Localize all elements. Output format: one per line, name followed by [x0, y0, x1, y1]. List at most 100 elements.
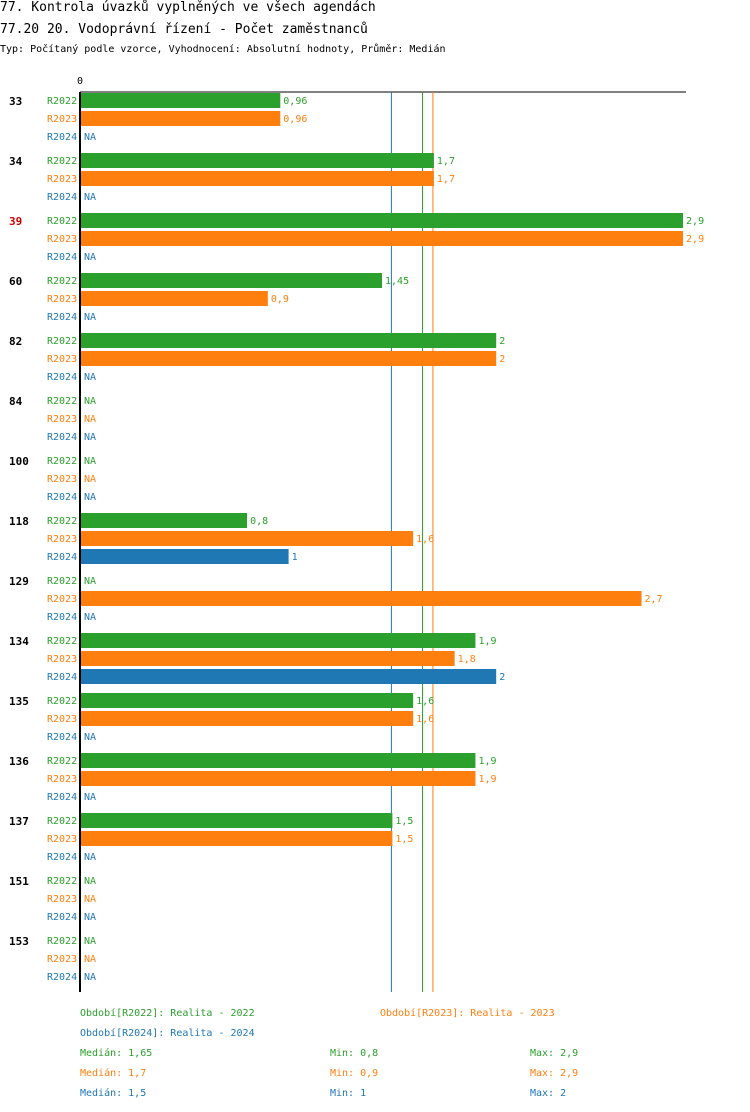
chart-title: 77. Kontrola úvazků vyplněných ve všech …: [0, 0, 376, 15]
series-label: R2023: [47, 114, 77, 125]
bar: [81, 333, 497, 348]
series-label: R2024: [47, 612, 77, 623]
bar: [81, 651, 455, 666]
data-label: 1,6: [416, 696, 434, 707]
data-label: NA: [84, 792, 96, 803]
series-label: R2022: [47, 276, 77, 287]
series-label: R2022: [47, 396, 77, 407]
data-label: NA: [84, 474, 96, 485]
data-label: NA: [84, 576, 96, 587]
series-label: R2022: [47, 756, 77, 767]
legend-r2023: Období[R2023]: Realita - 2023: [380, 1008, 555, 1019]
bar: [81, 711, 414, 726]
series-label: R2022: [47, 696, 77, 707]
data-label: NA: [84, 876, 96, 887]
data-label: NA: [84, 936, 96, 947]
stat-median-r2024: Medián: 1,5: [80, 1088, 147, 1099]
data-label: NA: [84, 612, 96, 623]
stat-min-r2022: Min: 0,8: [330, 1048, 379, 1059]
category-label: 33: [9, 95, 22, 108]
category-label: 84: [9, 395, 23, 408]
data-label: NA: [84, 972, 96, 983]
series-label: R2024: [47, 972, 77, 983]
series-label: R2022: [47, 936, 77, 947]
data-label: NA: [84, 432, 96, 443]
data-label: NA: [84, 372, 96, 383]
series-label: R2023: [47, 954, 77, 965]
data-label: NA: [84, 732, 96, 743]
data-label: 1,7: [437, 174, 455, 185]
data-label: 2: [499, 354, 505, 365]
series-label: R2022: [47, 156, 77, 167]
data-label: 1,8: [458, 654, 476, 665]
series-label: R2022: [47, 456, 77, 467]
series-label: R2024: [47, 492, 77, 503]
series-label: R2022: [47, 636, 77, 647]
data-label: NA: [84, 456, 96, 467]
series-label: R2024: [47, 312, 77, 323]
series-label: R2022: [47, 576, 77, 587]
category-label: 118: [9, 515, 29, 528]
series-label: R2023: [47, 414, 77, 425]
data-label: NA: [84, 132, 96, 143]
data-label: 2,7: [645, 594, 663, 605]
series-label: R2023: [47, 654, 77, 665]
bar: [81, 531, 414, 546]
data-label: NA: [84, 954, 96, 965]
series-label: R2024: [47, 132, 77, 143]
series-label: R2022: [47, 516, 77, 527]
bar: [81, 231, 684, 246]
series-label: R2024: [47, 732, 77, 743]
category-label: 134: [9, 635, 29, 648]
legend-r2024: Období[R2024]: Realita - 2024: [80, 1028, 255, 1039]
data-label: 1,5: [395, 816, 413, 827]
series-label: R2022: [47, 816, 77, 827]
bar: [81, 513, 248, 528]
data-label: 1,6: [416, 534, 434, 545]
chart-subtitle-title: 77.20 20. Vodoprávní řízení - Počet zamě…: [0, 22, 368, 37]
series-label: R2024: [47, 372, 77, 383]
series-label: R2023: [47, 894, 77, 905]
category-label: 153: [9, 935, 29, 948]
series-label: R2022: [47, 216, 77, 227]
series-label: R2024: [47, 672, 77, 683]
data-label: NA: [84, 396, 96, 407]
category-label: 136: [9, 755, 29, 768]
bar-chart: 0 33 R2022 0,96 R2023 0,96 R2024 NA 34 R2022 1,7 R2…: [9, 76, 704, 992]
series-label: R2024: [47, 432, 77, 443]
legend-r2022: Období[R2022]: Realita - 2022: [80, 1008, 255, 1019]
series-label: R2023: [47, 594, 77, 605]
bar: [81, 153, 434, 168]
data-label: 1,5: [395, 834, 413, 845]
series-label: R2023: [47, 294, 77, 305]
stat-max-r2024: Max: 2: [530, 1088, 567, 1099]
data-label: 2: [499, 672, 505, 683]
series-label: R2023: [47, 354, 77, 365]
data-label: 1,6: [416, 714, 434, 725]
category-label: 39: [9, 215, 22, 228]
data-label: 1,45: [385, 276, 409, 287]
bar: [81, 633, 476, 648]
data-label: 1,9: [478, 636, 496, 647]
data-label: NA: [84, 414, 96, 425]
stat-max-r2023: Max: 2,9: [530, 1068, 579, 1079]
data-label: 1,7: [437, 156, 455, 167]
category-label: 151: [9, 875, 29, 888]
stat-min-r2024: Min: 1: [330, 1088, 367, 1099]
category-label: 137: [9, 815, 29, 828]
category-label: 82: [9, 335, 22, 348]
data-label: NA: [84, 912, 96, 923]
data-label: NA: [84, 852, 96, 863]
bar: [81, 93, 281, 108]
category-label: 34: [9, 155, 23, 168]
data-label: NA: [84, 192, 96, 203]
data-label: 2,9: [686, 234, 704, 245]
data-label: NA: [84, 312, 96, 323]
series-label: R2024: [47, 852, 77, 863]
chart-description: Typ: Počítaný podle vzorce, Vyhodnocení:…: [0, 44, 446, 55]
series-label: R2023: [47, 174, 77, 185]
data-label: 0,9: [271, 294, 289, 305]
stat-max-r2022: Max: 2,9: [530, 1048, 579, 1059]
data-label: 0,96: [283, 96, 307, 107]
series-label: R2023: [47, 474, 77, 485]
